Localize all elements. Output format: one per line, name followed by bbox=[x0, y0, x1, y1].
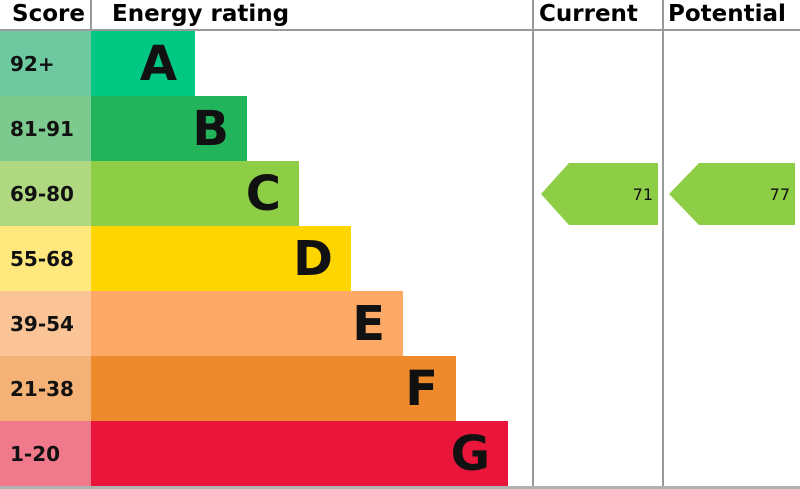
score-range-f: 21-38 bbox=[0, 356, 91, 421]
band-bar-d: D bbox=[91, 226, 351, 291]
band-rows: 92+ A 81-91 B 69-80 C 55-68 D 39-54 E 21… bbox=[0, 31, 533, 486]
band-row-a: 92+ A bbox=[0, 31, 533, 96]
score-column-divider bbox=[90, 0, 92, 29]
band-bar-a: A bbox=[91, 31, 195, 96]
score-range-a: 92+ bbox=[0, 31, 91, 96]
left-pointing-arrow-icon bbox=[669, 163, 795, 225]
score-range-b: 81-91 bbox=[0, 96, 91, 161]
band-row-f: 21-38 F bbox=[0, 356, 533, 421]
current-rating-arrow: 71 bbox=[541, 163, 658, 225]
potential-rating-value: 77 bbox=[769, 184, 790, 204]
band-bar-e: E bbox=[91, 291, 403, 356]
band-row-c: 69-80 C bbox=[0, 161, 533, 226]
score-range-d: 55-68 bbox=[0, 226, 91, 291]
score-range-e: 39-54 bbox=[0, 291, 91, 356]
band-bar-f: F bbox=[91, 356, 456, 421]
current-rating-value: 71 bbox=[632, 184, 653, 204]
left-pointing-arrow-icon bbox=[541, 163, 658, 225]
score-range-g: 1-20 bbox=[0, 421, 91, 486]
score-column-header: Score bbox=[12, 1, 85, 27]
chart-bottom-border bbox=[0, 486, 800, 489]
band-row-d: 55-68 D bbox=[0, 226, 533, 291]
current-column-header: Current bbox=[539, 1, 638, 27]
chart-header: Score Energy rating Current Potential bbox=[0, 0, 800, 29]
band-bar-b: B bbox=[91, 96, 247, 161]
score-range-c: 69-80 bbox=[0, 161, 91, 226]
current-column-divider bbox=[532, 0, 534, 486]
band-row-b: 81-91 B bbox=[0, 96, 533, 161]
potential-rating-arrow: 77 bbox=[669, 163, 795, 225]
header-divider bbox=[0, 29, 800, 31]
potential-column-header: Potential bbox=[668, 1, 786, 27]
band-bar-g: G bbox=[91, 421, 508, 486]
band-bar-c: C bbox=[91, 161, 299, 226]
band-row-g: 1-20 G bbox=[0, 421, 533, 486]
energy-rating-column-header: Energy rating bbox=[112, 1, 290, 27]
band-row-e: 39-54 E bbox=[0, 291, 533, 356]
potential-column-divider bbox=[662, 0, 664, 486]
